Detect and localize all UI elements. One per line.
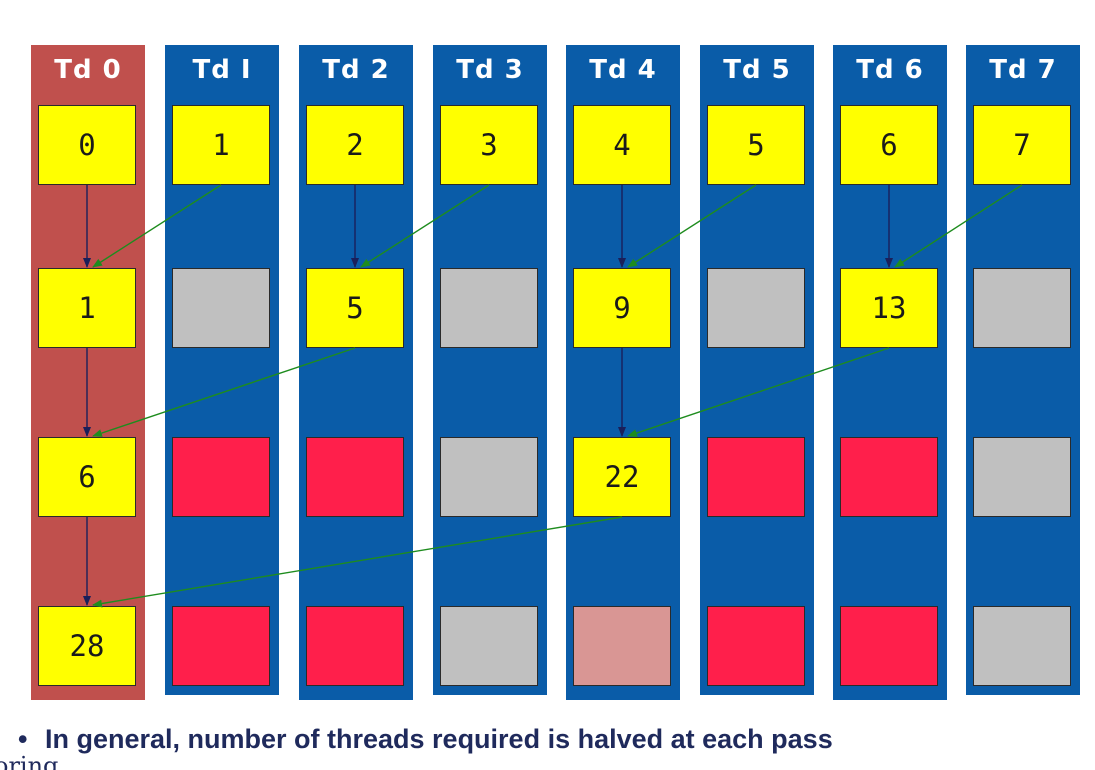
inactive-cell: [440, 437, 538, 517]
value-cell: 22: [573, 437, 671, 517]
inactive-cell: [440, 268, 538, 348]
thread-label: Td 0: [54, 55, 122, 85]
thread-label: Td 7: [989, 55, 1057, 85]
value-cell: 28: [38, 606, 136, 686]
thread-column-1: Td I 1: [165, 45, 279, 695]
caption-bullet: •: [18, 724, 28, 754]
thread-column-6: Td 6 6 13: [833, 45, 947, 700]
thread-label: Td 6: [856, 55, 924, 85]
cut-off-text-fragment: oring: [0, 752, 59, 770]
idle-cell: [172, 437, 270, 517]
caption-text: In general, number of threads required i…: [44, 724, 833, 754]
inactive-cell: [973, 437, 1071, 517]
faded-cell: [573, 606, 671, 686]
thread-label: Td 4: [589, 55, 657, 85]
thread-label: Td 2: [322, 55, 390, 85]
caption: • In general, number of threads required…: [18, 724, 833, 755]
thread-column-5: Td 5 5: [700, 45, 814, 695]
thread-label: Td I: [192, 55, 252, 85]
inactive-cell: [973, 268, 1071, 348]
idle-cell: [707, 606, 805, 686]
idle-cell: [306, 606, 404, 686]
thread-label: Td 3: [456, 55, 524, 85]
inactive-cell: [973, 606, 1071, 686]
value-cell: 7: [973, 105, 1071, 185]
value-cell: 1: [38, 268, 136, 348]
idle-cell: [172, 606, 270, 686]
value-cell: 0: [38, 105, 136, 185]
thread-column-7: Td 7 7: [966, 45, 1080, 695]
idle-cell: [707, 437, 805, 517]
value-cell: 4: [573, 105, 671, 185]
inactive-cell: [707, 268, 805, 348]
value-cell: 5: [306, 268, 404, 348]
value-cell: 1: [172, 105, 270, 185]
value-cell: 6: [38, 437, 136, 517]
thread-label: Td 5: [723, 55, 791, 85]
value-cell: 3: [440, 105, 538, 185]
value-cell: 6: [840, 105, 938, 185]
thread-column-2: Td 2 2 5: [299, 45, 413, 700]
value-cell: 5: [707, 105, 805, 185]
value-cell: 9: [573, 268, 671, 348]
idle-cell: [306, 437, 404, 517]
value-cell: 13: [840, 268, 938, 348]
thread-column-4: Td 4 4 9 22: [566, 45, 680, 700]
idle-cell: [840, 606, 938, 686]
thread-column-0: Td 0 0 1 6 28: [31, 45, 145, 700]
thread-column-3: Td 3 3: [433, 45, 547, 695]
inactive-cell: [172, 268, 270, 348]
value-cell: 2: [306, 105, 404, 185]
idle-cell: [840, 437, 938, 517]
inactive-cell: [440, 606, 538, 686]
